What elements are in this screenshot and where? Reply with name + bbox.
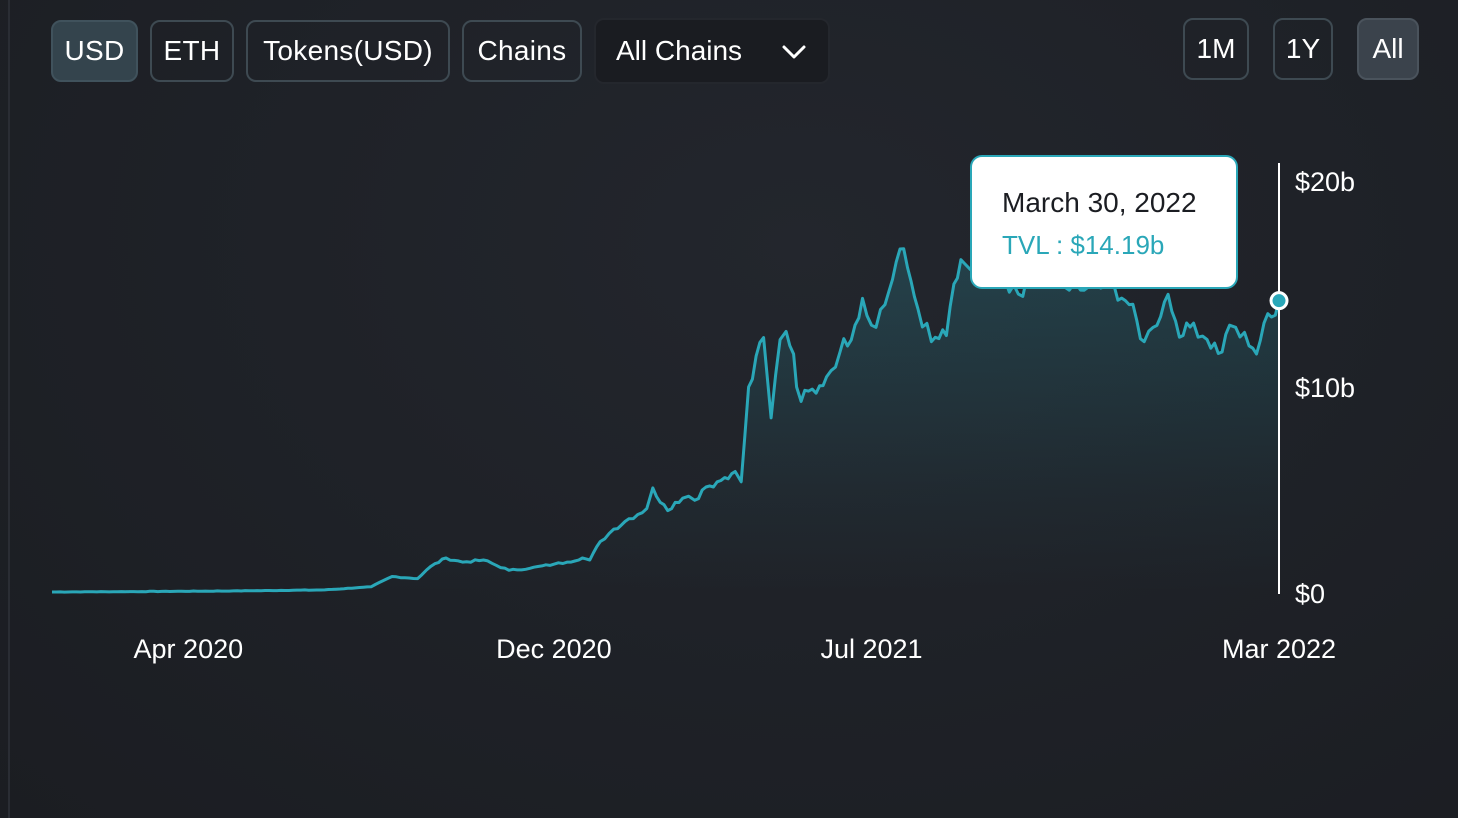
chain-select-value: All Chains [616, 35, 743, 66]
x-tick-label: Dec 2020 [496, 634, 612, 664]
chevron-down-icon [782, 45, 806, 59]
tooltip-date: March 30, 2022 [1002, 187, 1197, 218]
chart-tooltip: March 30, 2022 TVL : $14.19b [970, 155, 1238, 289]
range-1y-button[interactable]: 1Y [1273, 18, 1333, 80]
y-tick-label: $0 [1295, 579, 1325, 609]
usd-button[interactable]: USD [51, 20, 138, 82]
eth-button[interactable]: ETH [150, 20, 234, 82]
range-1m-button[interactable]: 1M [1183, 18, 1249, 80]
tokens-usd-button[interactable]: Tokens(USD) [246, 20, 450, 82]
tvl-area-fill [52, 248, 1279, 593]
panel-left-border [8, 0, 10, 818]
chains-button[interactable]: Chains [462, 20, 582, 82]
y-tick-label: $10b [1295, 373, 1355, 403]
x-tick-label: Mar 2022 [1222, 634, 1336, 664]
tooltip-value: TVL : $14.19b [1002, 230, 1165, 260]
y-tick-label: $20b [1295, 167, 1355, 197]
x-tick-label: Apr 2020 [134, 634, 244, 664]
chain-select[interactable]: All Chains [594, 18, 830, 84]
x-tick-label: Jul 2021 [820, 634, 922, 664]
hover-point [1269, 291, 1289, 311]
range-all-button[interactable]: All [1357, 18, 1419, 80]
